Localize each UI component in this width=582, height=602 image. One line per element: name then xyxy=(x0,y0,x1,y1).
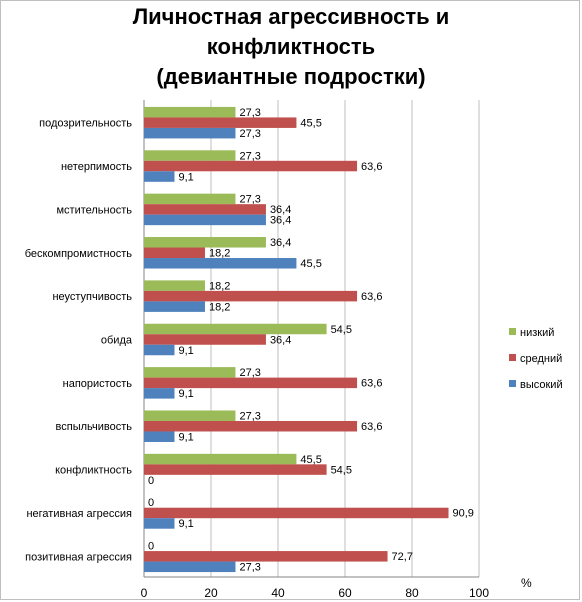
category-labels: подозрительность нетерпимость мстительност… xyxy=(25,118,133,564)
legend-swatch xyxy=(509,380,516,387)
x-tick-label: 20 xyxy=(204,586,218,600)
bar xyxy=(144,160,358,172)
legend-swatch xyxy=(509,328,516,335)
data-label: 0 xyxy=(148,497,154,509)
data-label: 9,1 xyxy=(178,518,193,530)
bar xyxy=(144,214,266,226)
data-label: 63,6 xyxy=(361,291,382,303)
category-label: подозрительность xyxy=(39,118,132,130)
data-label: 63,6 xyxy=(361,161,382,173)
bar xyxy=(144,290,358,302)
bar xyxy=(144,150,236,161)
bar xyxy=(144,551,388,562)
bar xyxy=(144,127,236,139)
data-label: 45,5 xyxy=(300,117,321,129)
legend: низкий средний высокий xyxy=(509,327,563,391)
bar xyxy=(144,171,175,182)
bar xyxy=(144,377,358,389)
bar xyxy=(144,334,266,345)
category-label: негативная агрессия xyxy=(26,508,132,520)
data-label: 36,4 xyxy=(270,334,291,346)
data-label: 36,4 xyxy=(270,215,291,227)
data-labels: 27,345,527,327,363,69,127,336,436,436,41… xyxy=(148,107,474,574)
data-label: 72,7 xyxy=(392,551,413,563)
data-label: 9,1 xyxy=(178,431,193,443)
bar xyxy=(144,367,236,378)
data-label: 18,2 xyxy=(209,248,230,260)
x-tick-label: 80 xyxy=(405,586,419,600)
category-label: позитивная агрессия xyxy=(25,551,132,563)
data-label: 9,1 xyxy=(178,388,193,400)
chart-title-line-2: конфликтность xyxy=(206,34,376,59)
bar xyxy=(144,106,236,118)
data-label: 27,3 xyxy=(239,562,260,574)
bar xyxy=(144,464,327,475)
bar xyxy=(144,453,297,465)
data-label: 45,5 xyxy=(300,258,321,270)
bar xyxy=(144,247,205,259)
category-label: мстительность xyxy=(56,204,132,216)
x-axis-unit: % xyxy=(521,576,532,590)
category-label: обида xyxy=(101,335,133,347)
data-label: 27,3 xyxy=(239,194,260,206)
data-label: 36,4 xyxy=(270,237,291,249)
bar xyxy=(144,280,205,291)
bar xyxy=(144,117,297,128)
category-label: неуступчивость xyxy=(52,291,132,303)
category-label: напористость xyxy=(63,378,133,390)
legend-label: средний xyxy=(520,353,562,365)
gridlines xyxy=(143,100,480,578)
x-tick-label: 40 xyxy=(271,586,285,600)
bar xyxy=(144,344,175,356)
data-label: 27,3 xyxy=(239,410,260,422)
category-label: бескомпромистность xyxy=(25,248,133,260)
bar xyxy=(144,301,205,312)
bar xyxy=(144,410,236,421)
bar xyxy=(144,561,236,573)
category-label: нетерпимость xyxy=(61,161,132,173)
x-tick-label: 60 xyxy=(338,586,352,600)
chart-title-line-3: (девиантные подростки) xyxy=(156,64,426,89)
chart-title-line-1: Личностная агрессивность и xyxy=(132,4,450,29)
bar xyxy=(144,193,236,205)
data-label: 18,2 xyxy=(209,280,230,292)
bar xyxy=(144,420,358,432)
bar xyxy=(144,431,175,442)
data-label: 36,4 xyxy=(270,204,291,216)
data-label: 90,9 xyxy=(453,508,474,520)
data-label: 27,3 xyxy=(239,367,260,379)
bars xyxy=(144,106,449,573)
x-tick-label: 0 xyxy=(141,586,148,600)
data-label: 9,1 xyxy=(178,171,193,183)
x-tick-label: 100 xyxy=(469,586,489,600)
data-label: 18,2 xyxy=(209,301,230,313)
data-label: 63,6 xyxy=(361,421,382,433)
bar xyxy=(144,323,327,335)
data-label: 0 xyxy=(148,475,154,487)
data-label: 63,6 xyxy=(361,378,382,390)
bar xyxy=(144,388,175,399)
category-label: конфликтность xyxy=(55,465,132,477)
data-label: 27,3 xyxy=(239,107,260,119)
data-label: 9,1 xyxy=(178,345,193,357)
data-label: 54,5 xyxy=(331,324,352,336)
legend-label: высокий xyxy=(520,379,563,391)
data-label: 45,5 xyxy=(300,454,321,466)
bar xyxy=(144,507,449,519)
bar xyxy=(144,237,266,248)
category-label: вспыльчивость xyxy=(56,421,133,433)
data-label: 54,5 xyxy=(331,464,352,476)
chart-title: Личностная агрессивность и конфликтность… xyxy=(0,2,582,92)
bar xyxy=(144,518,175,529)
bar xyxy=(144,258,297,269)
data-label: 0 xyxy=(148,541,154,553)
bar xyxy=(144,204,266,215)
x-tick-labels: 0 20 40 60 80 100 xyxy=(141,586,490,600)
data-label: 27,3 xyxy=(239,150,260,162)
data-label: 27,3 xyxy=(239,128,260,140)
legend-swatch xyxy=(509,354,516,361)
legend-label: низкий xyxy=(520,327,554,339)
